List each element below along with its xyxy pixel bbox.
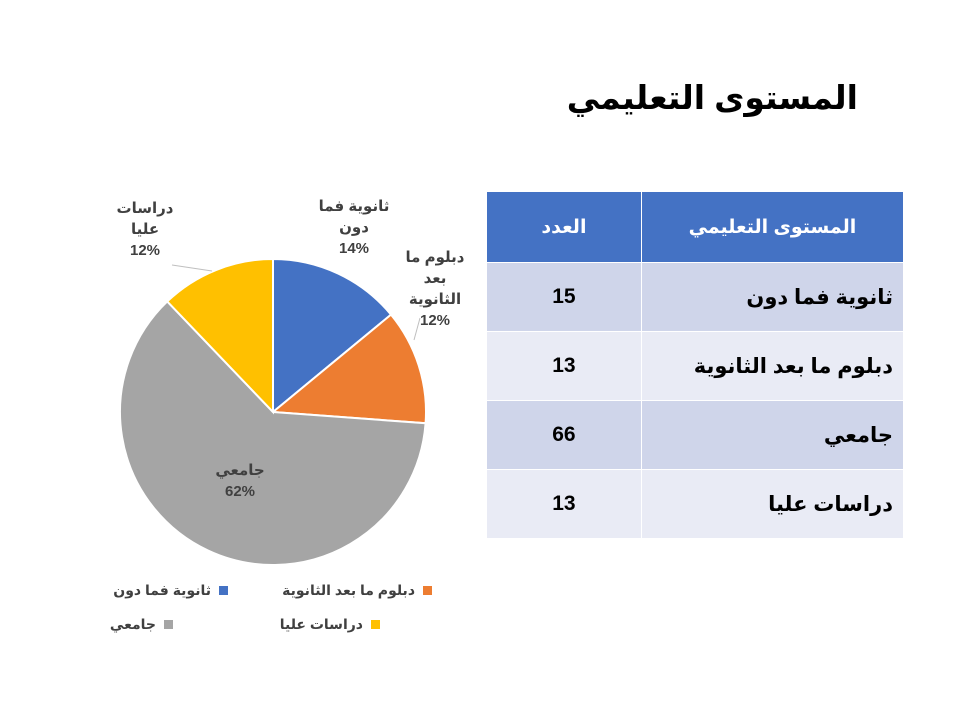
table-row: جامعي 66 — [486, 400, 905, 470]
cell-level: ثانوية فما دون — [640, 262, 905, 332]
leader-line-graduate — [171, 264, 213, 272]
header-level: المستوى التعليمي — [640, 192, 905, 263]
legend-label: دراسات عليا — [279, 616, 363, 632]
legend-swatch — [219, 586, 228, 595]
legend-item-secondary: ثانوية فما دون — [113, 582, 228, 599]
education-table: المستوى التعليمي العدد ثانوية فما دون 15… — [486, 192, 905, 539]
slice-label-university: جامعي 62% — [200, 460, 280, 502]
cell-count: 13 — [486, 331, 642, 401]
slice-label-graduate: دراسات عليا 12% — [108, 198, 182, 261]
slice-label-percent: 12% — [419, 312, 451, 329]
slice-label-diploma: دبلوم ما بعد الثانوية 12% — [404, 247, 466, 331]
legend-swatch — [423, 586, 432, 595]
slice-label-percent: 62% — [224, 483, 256, 500]
table-row: دبلوم ما بعد الثانوية 13 — [486, 331, 905, 401]
table-header-row: المستوى التعليمي العدد — [486, 192, 905, 263]
legend-swatch — [164, 620, 173, 629]
legend-item-graduate: دراسات عليا — [280, 616, 380, 633]
cell-count: 66 — [486, 400, 642, 470]
cell-count: 13 — [486, 469, 642, 539]
slice-label-percent: 14% — [338, 240, 370, 257]
table-row: دراسات عليا 13 — [486, 469, 905, 539]
legend-swatch — [371, 620, 380, 629]
cell-count: 15 — [486, 262, 642, 332]
slide-title: المستوى التعليمي — [566, 79, 858, 116]
header-count: العدد — [486, 192, 642, 263]
slice-graduate — [165, 257, 274, 415]
cell-level: دراسات عليا — [640, 469, 905, 539]
cell-level: جامعي — [640, 400, 905, 470]
slice-label-name: دبلوم ما بعد الثانوية — [405, 249, 465, 308]
slice-secondary — [272, 257, 393, 415]
cell-level: دبلوم ما بعد الثانوية — [640, 331, 905, 401]
legend-item-diploma: دبلوم ما بعد الثانوية — [282, 582, 432, 599]
legend-label: دبلوم ما بعد الثانوية — [282, 582, 415, 598]
slice-label-secondary: ثانوية فما دون 14% — [308, 196, 400, 259]
slice-label-name: ثانوية فما دون — [318, 198, 390, 236]
legend-label: جامعي — [109, 616, 156, 632]
slice-label-percent: 12% — [129, 242, 161, 259]
legend-label: ثانوية فما دون — [113, 582, 211, 598]
slice-label-name: جامعي — [215, 462, 265, 479]
slice-university — [119, 300, 427, 566]
table-row: ثانوية فما دون 15 — [486, 262, 905, 332]
slice-label-name: دراسات عليا — [116, 200, 174, 238]
legend-item-university: جامعي — [110, 616, 173, 633]
